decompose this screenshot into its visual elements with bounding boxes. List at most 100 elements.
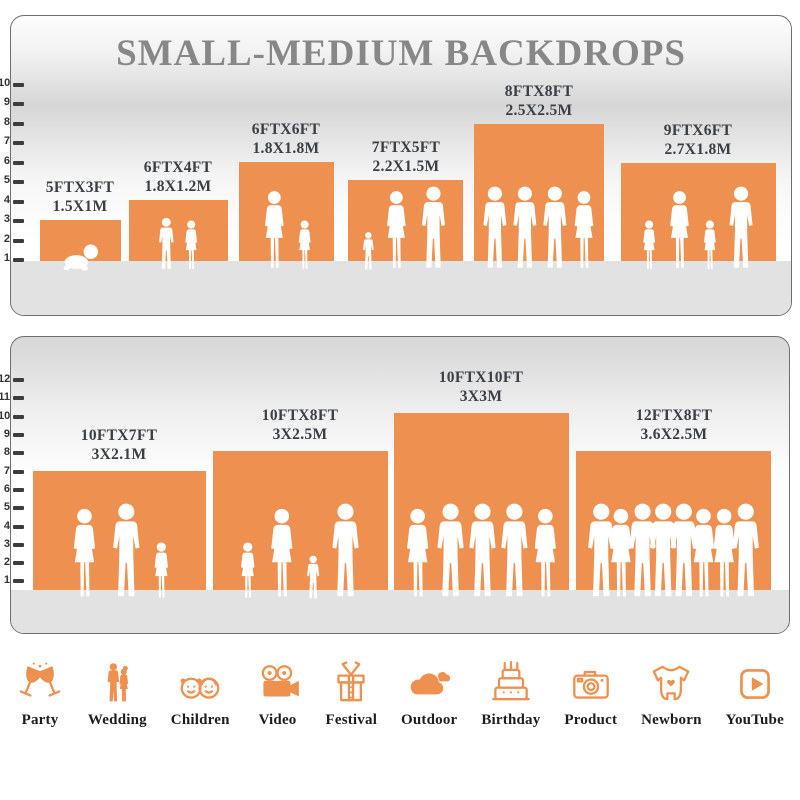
category-label: Product: [564, 712, 618, 728]
people-silhouettes: [241, 503, 359, 599]
category-label: Newborn: [641, 712, 702, 728]
axis-tick: [13, 161, 24, 165]
people-silhouettes: [159, 217, 198, 269]
people-silhouettes: [363, 186, 445, 270]
axis-label: 11: [0, 391, 10, 403]
axis-tick: [13, 470, 24, 474]
backdrop-box-6ftx4ft: [129, 200, 228, 269]
size-label: 10FTX10FT 3X3M: [438, 369, 524, 405]
people-silhouettes: [265, 191, 311, 269]
category-party: Party: [16, 660, 64, 729]
category-label: Children: [170, 712, 230, 728]
axis-tick: [13, 239, 24, 243]
backdrop-box-7ftx5ft: [348, 180, 463, 270]
backdrop-box-10ftx10ft: [394, 413, 569, 597]
axis-label: 5: [3, 501, 10, 513]
party-icon: [19, 662, 61, 697]
category-label: Party: [21, 712, 59, 728]
backdrop-box-10ftx7ft: [33, 471, 206, 598]
newborn-icon: [652, 665, 690, 701]
category-label: Festival: [325, 712, 378, 728]
size-label: 8FTX8FT 2.5X2.5M: [504, 83, 574, 119]
axis-tick: [13, 83, 24, 87]
axis-tick: [13, 396, 24, 400]
video-icon: [261, 665, 299, 697]
axis-label: 8: [3, 446, 10, 458]
category-label: Video: [258, 712, 297, 728]
festival-icon: [337, 661, 365, 702]
axis-label: 6: [3, 483, 10, 495]
youtube-icon: [739, 669, 770, 699]
axis-label: 8: [3, 116, 10, 128]
medium-sizes-panel: 12 11 10 9 8 7 6 5 4 3 2 1 10FTX7FT 3X2.1…: [0, 336, 790, 634]
category-label: Birthday: [481, 712, 541, 728]
category-product: Product: [564, 660, 617, 729]
category-youtube: YouTube: [726, 660, 784, 729]
birthday-icon: [491, 660, 530, 701]
axis-tick: [13, 451, 24, 455]
axis-label: 3: [3, 213, 10, 225]
wedding-icon: [108, 663, 129, 702]
backdrop-box-9ftx6ft: [621, 163, 776, 269]
axis-tick: [13, 433, 24, 437]
axis-tick: [13, 561, 24, 565]
people-silhouettes: [73, 503, 169, 598]
axis-tick: [13, 506, 24, 510]
axis-label: 10: [0, 77, 11, 89]
category-birthday: Birthday: [481, 660, 540, 729]
backdrop-box-5ftx3ft: [40, 220, 121, 271]
size-label: 7FTX5FT 2.2X1.5M: [371, 139, 441, 175]
axis-label: 9: [3, 428, 10, 440]
category-outdoor: Outdoor: [401, 660, 457, 729]
axis-label: 12: [0, 373, 11, 385]
axis-label: 2: [3, 556, 10, 568]
axis-tick: [13, 200, 24, 204]
axis-tick: [13, 141, 24, 145]
size-label: 5FTX3FT 1.5X1M: [45, 179, 115, 215]
page-title: SMALL-MEDIUM BACKDROPS: [116, 33, 686, 74]
floor-strip: [11, 590, 789, 633]
size-label: 10FTX7FT 3X2.1M: [80, 427, 158, 463]
floor-strip: [11, 261, 791, 315]
axis-tick: [13, 102, 24, 106]
axis-tick: [13, 122, 24, 126]
axis-label: 10: [0, 410, 11, 422]
outdoor-icon: [410, 672, 451, 695]
size-label: 6FTX6FT 1.8X1.8M: [251, 121, 321, 157]
small-sizes-panel: SMALL-MEDIUM BACKDROPS 10 9 8 7 6 5 4 3 …: [0, 15, 792, 316]
category-video: Video: [254, 660, 302, 729]
axis-label: 2: [3, 233, 10, 245]
size-label: 6FTX4FT 1.8X1.2M: [143, 159, 213, 195]
category-wedding: Wedding: [88, 660, 147, 729]
people-silhouettes: [407, 503, 556, 597]
axis-label: 4: [3, 194, 10, 206]
axis-tick: [13, 415, 24, 419]
size-label: 9FTX6FT 2.7X1.8M: [663, 122, 733, 158]
axis-tick: [13, 219, 24, 223]
people-silhouettes: [588, 503, 759, 597]
backdrop-box-10ftx8ft: [213, 451, 388, 599]
axis-label: 5: [3, 174, 10, 186]
axis-label: 6: [3, 155, 10, 167]
axis-tick: [13, 180, 24, 184]
axis-label: 9: [3, 96, 10, 108]
axis-tick: [13, 525, 24, 529]
category-festival: Festival: [325, 660, 377, 729]
product-icon: [572, 670, 609, 699]
axis-label: 1: [3, 252, 10, 264]
backdrop-box-12ftx8ft: [576, 451, 771, 597]
category-newborn: Newborn: [641, 660, 702, 729]
children-icon: [180, 677, 220, 699]
axis-label: 3: [3, 538, 10, 550]
axis-tick: [13, 258, 24, 262]
axis-tick: [13, 378, 24, 382]
axis-tick: [13, 488, 24, 492]
category-row: Party Wedding Children: [16, 660, 784, 729]
category-label: Outdoor: [400, 712, 458, 728]
axis-label: 1: [3, 574, 10, 586]
category-children: Children: [171, 660, 230, 729]
axis-tick: [13, 579, 24, 583]
axis-label: 7: [3, 135, 10, 147]
category-label: YouTube: [725, 712, 784, 728]
